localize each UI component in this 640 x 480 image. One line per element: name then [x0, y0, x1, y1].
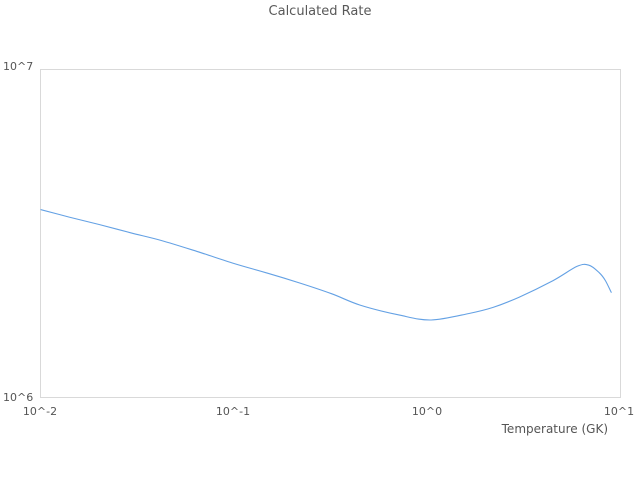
y-tick-label-1e6: 10^6: [3, 391, 34, 404]
rate-curve: [40, 209, 612, 321]
x-tick-label-1e1: 10^1: [603, 405, 635, 418]
x-tick-label-1e-2: 10^-2: [22, 405, 58, 418]
chart-title: Calculated Rate: [268, 4, 372, 19]
y-tick-label-1e7: 10^7: [3, 60, 34, 73]
x-tick-label-1e-1: 10^-1: [215, 405, 251, 418]
plot-area: [40, 69, 621, 398]
x-tick-label-1e0: 10^0: [411, 405, 443, 418]
rate-curve-svg: [40, 209, 612, 321]
x-axis-label: Temperature (GK): [501, 422, 608, 436]
